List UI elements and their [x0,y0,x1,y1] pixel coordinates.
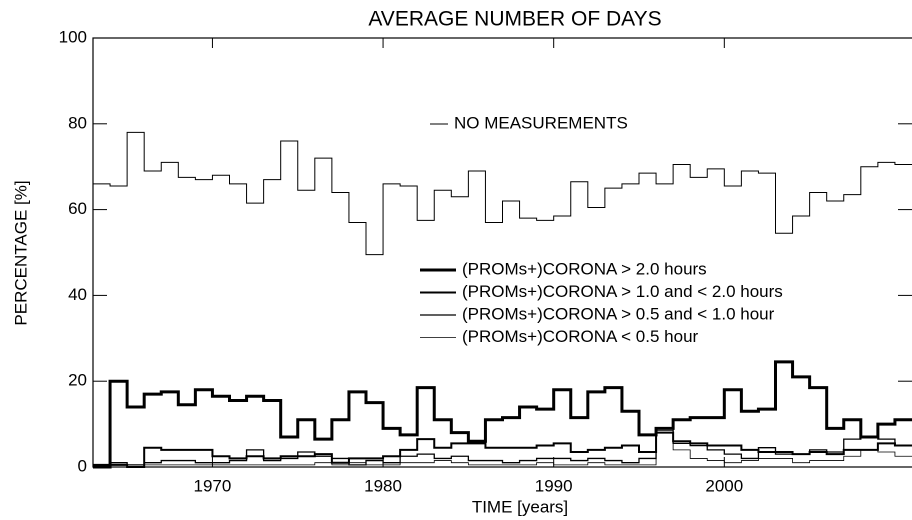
y-axis-title: PERCENTAGE [%] [11,180,30,325]
y-tick-label: 20 [68,371,87,390]
legend-label: NO MEASUREMENTS [454,113,628,132]
legend-label: (PROMs+)CORONA > 0.5 and < 1.0 hour [462,304,775,323]
x-tick-label: 1980 [364,476,402,495]
step-line [93,430,912,468]
step-line [93,427,912,467]
legend-label: (PROMs+)CORONA > 2.0 hours [462,259,707,278]
legend-label: (PROMs+)CORONA < 0.5 hour [462,327,699,346]
plot-frame [92,37,912,468]
x-axis-title: TIME [years] [472,497,568,516]
step-line [93,360,912,469]
legend-label: (PROMs+)CORONA > 1.0 and < 2.0 hours [462,282,783,301]
x-tick-label: 1970 [194,476,232,495]
y-tick-label: 0 [78,456,87,475]
chart-title: AVERAGE NUMBER OF DAYS [368,8,661,31]
step-line [93,131,912,256]
x-tick-label: 2000 [705,476,743,495]
y-tick-label: 60 [68,199,87,218]
y-tick-label: 40 [68,285,87,304]
x-tick-label: 1990 [535,476,573,495]
y-tick-label: 100 [59,27,87,46]
y-tick-label: 80 [68,113,87,132]
